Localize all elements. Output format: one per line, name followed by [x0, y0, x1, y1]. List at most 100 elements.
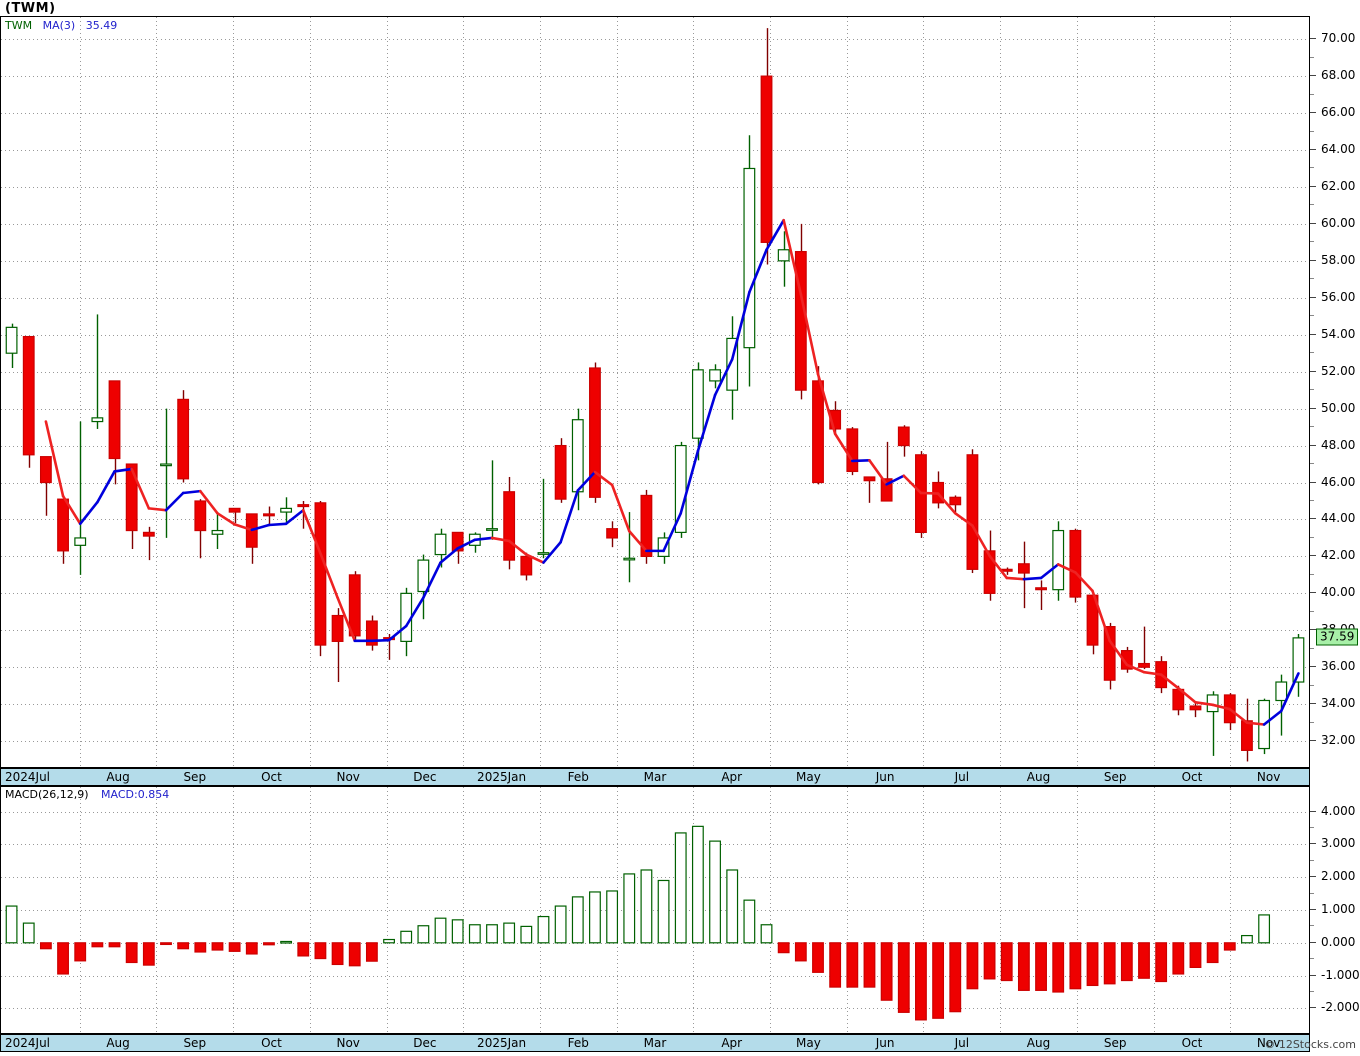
date-tick-price-5: Dec: [413, 770, 437, 784]
price-axis-label-15: 40.00: [1321, 585, 1356, 600]
date-tick-price-9: Apr: [721, 770, 743, 784]
price-tick-5: [1310, 223, 1316, 224]
price-tick-minor-5: [1310, 241, 1314, 242]
price-tick-minor-13: [1310, 537, 1314, 538]
macd-axis-label-6: -2.000: [1321, 1000, 1360, 1015]
macd-tick-6: [1310, 1007, 1316, 1008]
price-tick-7: [1310, 297, 1316, 298]
price-tick-3: [1310, 149, 1316, 150]
price-tick-minor-8: [1310, 352, 1314, 353]
macd-tick-minor-0: [1310, 827, 1314, 828]
date-tick-macd-3: Oct: [261, 1036, 282, 1050]
macd-tick-minor-1: [1310, 860, 1314, 861]
price-tick-15: [1310, 592, 1316, 593]
price-tick-minor-4: [1310, 204, 1314, 205]
price-tick-minor-14: [1310, 574, 1314, 575]
macd-chart-panel[interactable]: MACD(26,12,9) MACD:0.854: [0, 786, 1310, 1034]
macd-axis-label-4: 0.000: [1321, 934, 1356, 949]
price-axis-label-10: 50.00: [1321, 400, 1356, 415]
price-tick-13: [1310, 518, 1316, 519]
price-axis-label-9: 52.00: [1321, 363, 1356, 378]
price-tick-16: [1310, 629, 1316, 630]
price-tick-minor-16: [1310, 648, 1314, 649]
price-axis-label-7: 56.00: [1321, 289, 1356, 304]
date-tick-macd-9: Apr: [721, 1036, 743, 1050]
price-tick-minor-6: [1310, 278, 1314, 279]
date-tick-macd-5: Dec: [413, 1036, 437, 1050]
price-chart-panel[interactable]: TWM MA(3) 35.49: [0, 16, 1310, 768]
price-tick-minor-7: [1310, 315, 1314, 316]
date-tick-macd-12: Jul: [954, 1036, 970, 1050]
date-tick-price-4: Nov: [336, 770, 360, 784]
price-tick-minor-17: [1310, 685, 1314, 686]
price-tick-minor-12: [1310, 500, 1314, 501]
legend-macd-name: MACD(26,12,9): [5, 788, 89, 801]
price-tick-18: [1310, 703, 1316, 704]
macd-date-axis: 2024Jul Aug Sep Oct Nov Dec 2025Jan Feb Mar Apr Ma…: [0, 1034, 1310, 1052]
date-tick-price-12: Jul: [954, 770, 970, 784]
price-tick-10: [1310, 408, 1316, 409]
macd-value-axis: 4.000 3.000 2.000 1.000 0.000 -1.000 -2.000: [1310, 786, 1360, 1034]
date-tick-macd-10: May: [796, 1036, 821, 1050]
date-tick-macd-16: Nov: [1256, 1036, 1281, 1050]
macd-axis-label-3: 1.000: [1321, 902, 1356, 916]
date-tick-macd-2: Sep: [183, 1036, 207, 1050]
price-axis-label-0: 70.00: [1321, 31, 1356, 46]
price-value-axis: 70.00 68.00 66.00 64.00 62.00 60.00 58.00 56.00…: [1310, 16, 1360, 768]
macd-histogram-svg: [1, 787, 1309, 1033]
price-tick-14: [1310, 555, 1316, 556]
date-tick-macd-13: Aug: [1026, 1036, 1051, 1050]
price-axis-label-8: 54.00: [1321, 326, 1356, 341]
date-tick-macd-15: Oct: [1181, 1036, 1203, 1050]
price-axis-label-12: 46.00: [1321, 474, 1356, 489]
macd-axis-label-2: 2.000: [1321, 869, 1356, 884]
macd-tick-2: [1310, 876, 1316, 877]
macd-tick-0: [1310, 811, 1316, 812]
date-tick-price-11: Jun: [875, 770, 895, 784]
price-tick-minor-11: [1310, 463, 1314, 464]
date-tick-macd-4: Nov: [336, 1036, 360, 1050]
date-tick-macd-0: 2024Jul: [5, 1036, 51, 1050]
price-axis-label-19: 32.00: [1321, 733, 1356, 748]
date-tick-macd-14: Sep: [1103, 1036, 1127, 1050]
price-axis-label-11: 48.00: [1321, 437, 1356, 452]
price-axis-label-18: 34.00: [1321, 696, 1356, 711]
legend-ma-value: 35.49: [85, 19, 118, 32]
macd-axis-label-0: 4.000: [1321, 803, 1356, 818]
price-tick-minor-18: [1310, 722, 1314, 723]
price-tick-2: [1310, 112, 1316, 113]
legend-symbol: TWM: [5, 19, 33, 32]
date-tick-price-8: Mar: [643, 770, 667, 784]
date-tick-price-7: Feb: [567, 770, 589, 784]
price-tick-11: [1310, 445, 1316, 446]
price-axis-label-1: 68.00: [1321, 68, 1356, 83]
macd-tick-1: [1310, 843, 1316, 844]
date-tick-price-14: Sep: [1103, 770, 1127, 784]
macd-tick-minor-2: [1310, 893, 1314, 894]
price-tick-4: [1310, 186, 1316, 187]
price-tick-minor-2: [1310, 131, 1314, 132]
price-date-axis: 2024Jul Aug Sep Oct Nov Dec 2025Jan Feb Mar Apr Ma…: [0, 768, 1310, 786]
price-tick-6: [1310, 260, 1316, 261]
date-tick-price-1: Aug: [106, 770, 130, 784]
date-tick-price-15: Oct: [1181, 770, 1203, 784]
macd-axis-label-5: -1.000: [1321, 967, 1360, 982]
macd-tick-5: [1310, 975, 1316, 976]
price-axis-label-4: 62.00: [1321, 178, 1356, 193]
price-axis-label-6: 58.00: [1321, 252, 1356, 267]
price-tick-minor-15: [1310, 611, 1314, 612]
date-tick-price-2: Sep: [183, 770, 207, 784]
date-tick-price-10: May: [796, 770, 821, 784]
date-tick-price-13: Aug: [1026, 770, 1051, 784]
price-tick-19: [1310, 740, 1316, 741]
price-tick-minor-3: [1310, 167, 1314, 168]
macd-axis-label-1: 3.000: [1321, 836, 1356, 851]
price-axis-label-14: 42.00: [1321, 548, 1356, 563]
price-axis-label-2: 66.00: [1321, 105, 1356, 120]
date-tick-price-6: 2025Jan: [477, 770, 527, 784]
page-title: (TWM): [5, 1, 56, 16]
legend-ma-label: MA(3): [42, 19, 76, 32]
macd-legend: MACD(26,12,9) MACD:0.854: [5, 788, 169, 801]
macd-tick-minor-3: [1310, 925, 1314, 926]
